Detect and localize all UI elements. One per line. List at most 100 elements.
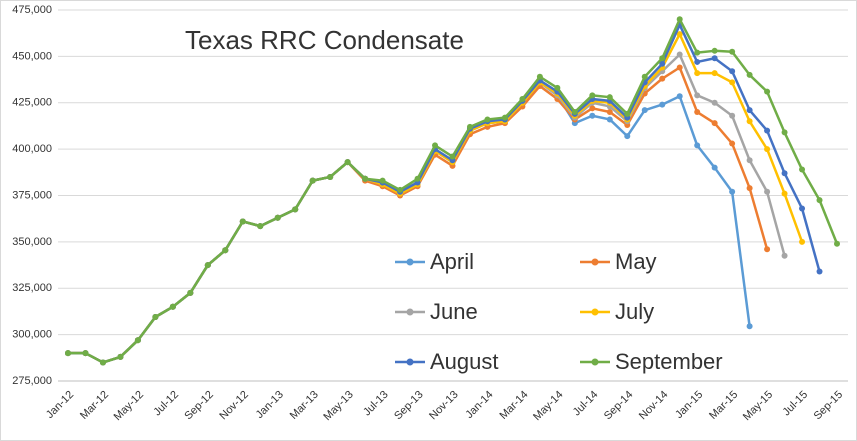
data-point [606, 109, 613, 116]
y-tick-label: 275,000 [12, 375, 52, 387]
data-point [711, 164, 718, 171]
data-point [501, 114, 508, 121]
data-point [799, 238, 806, 245]
data-point [694, 92, 701, 99]
data-point [729, 140, 736, 147]
data-point [519, 96, 526, 103]
data-point [117, 353, 124, 360]
legend-marker [591, 358, 599, 366]
data-point [711, 99, 718, 106]
data-point [327, 173, 334, 180]
data-point [781, 190, 788, 197]
data-point [432, 142, 439, 149]
data-point [554, 84, 561, 91]
legend-marker [591, 308, 599, 316]
legend-label: August [430, 349, 499, 374]
data-point [694, 49, 701, 56]
data-point [589, 105, 596, 112]
data-point [729, 48, 736, 55]
data-point [187, 289, 194, 296]
data-point [82, 350, 89, 357]
legend-marker [406, 308, 414, 316]
data-point [764, 88, 771, 95]
data-point [99, 359, 106, 366]
chart-title: Texas RRC Condensate [185, 25, 464, 55]
data-point [676, 51, 683, 58]
data-point [397, 186, 404, 193]
y-tick-label: 425,000 [12, 97, 52, 109]
data-point [816, 197, 823, 204]
data-point [641, 73, 648, 80]
data-point [694, 109, 701, 116]
data-point [169, 303, 176, 310]
data-point [799, 166, 806, 173]
data-point [589, 112, 596, 119]
data-point [746, 323, 753, 330]
data-point [746, 107, 753, 114]
data-point [344, 159, 351, 166]
legend-item: July [580, 299, 654, 324]
data-point [711, 55, 718, 62]
legend-marker [406, 358, 414, 366]
data-point [414, 175, 421, 182]
legend-label: September [615, 349, 723, 374]
data-point [589, 92, 596, 99]
data-point [484, 116, 491, 123]
data-point [676, 31, 683, 38]
data-point [292, 206, 299, 213]
legend-item: August [395, 349, 499, 374]
data-point [571, 109, 578, 116]
data-point [729, 112, 736, 119]
data-point [834, 240, 840, 247]
data-point [222, 247, 229, 254]
data-point [729, 68, 736, 75]
data-point [659, 60, 666, 67]
data-point [676, 16, 683, 23]
legend-item: September [580, 349, 723, 374]
data-point [379, 177, 386, 184]
data-point [641, 107, 648, 114]
data-point [659, 101, 666, 108]
data-point [659, 55, 666, 62]
y-tick-label: 375,000 [12, 189, 52, 201]
legend-item: June [395, 299, 478, 324]
y-tick-label: 325,000 [12, 282, 52, 294]
data-point [694, 142, 701, 149]
y-tick-label: 450,000 [12, 50, 52, 62]
data-point [711, 120, 718, 127]
data-point [746, 71, 753, 78]
data-point [746, 157, 753, 164]
data-point [659, 75, 666, 82]
y-tick-label: 300,000 [12, 329, 52, 341]
data-point [676, 93, 683, 100]
data-point [606, 116, 613, 123]
data-point [362, 175, 369, 182]
data-point [257, 223, 264, 230]
data-point [624, 110, 631, 117]
data-point [676, 64, 683, 71]
data-point [746, 185, 753, 192]
data-point [764, 146, 771, 153]
legend-marker [591, 258, 599, 266]
legend-marker [406, 258, 414, 266]
data-point [711, 70, 718, 77]
data-point [65, 350, 71, 357]
y-tick-label: 350,000 [12, 236, 52, 248]
data-point [746, 118, 753, 125]
data-point [694, 58, 701, 65]
data-point [781, 252, 788, 259]
legend-item: May [580, 249, 657, 274]
data-point [309, 177, 316, 184]
data-point [781, 170, 788, 177]
data-point [466, 123, 473, 130]
data-point [799, 205, 806, 212]
legend-label: April [430, 249, 474, 274]
y-tick-label: 400,000 [12, 143, 52, 155]
data-point [239, 218, 246, 225]
data-point [694, 70, 701, 77]
data-point [624, 133, 631, 140]
legend-label: June [430, 299, 478, 324]
data-point [449, 153, 456, 160]
